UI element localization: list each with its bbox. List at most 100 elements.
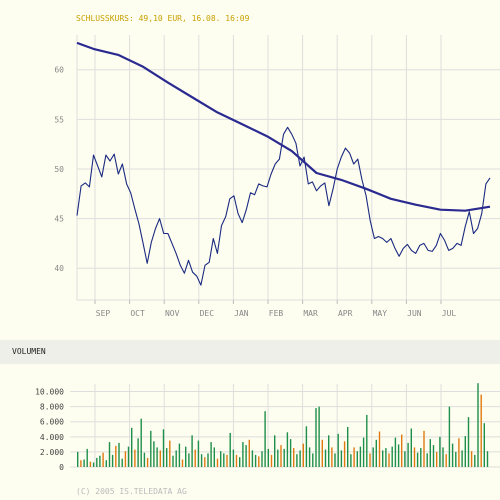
volume-bar bbox=[213, 447, 215, 467]
volume-y-tick-label: 4.000 bbox=[40, 433, 64, 442]
volume-bar bbox=[423, 430, 425, 467]
volume-bar bbox=[467, 417, 470, 467]
volume-bar bbox=[455, 451, 457, 467]
volume-bar bbox=[366, 414, 368, 467]
volume-bar bbox=[315, 408, 317, 467]
volume-section-band bbox=[0, 340, 500, 364]
volume-y-axis: 10.000 8.000 6.000 4.000 2.000 0 bbox=[35, 388, 64, 472]
volume-bar bbox=[321, 439, 323, 467]
volume-bar bbox=[153, 441, 155, 467]
volume-bar bbox=[102, 452, 104, 467]
price-x-tick-label: JUN bbox=[407, 309, 422, 318]
volume-bar bbox=[359, 446, 362, 467]
volume-bar bbox=[280, 445, 282, 467]
volume-bar bbox=[413, 447, 416, 467]
volume-bar bbox=[474, 454, 476, 467]
volume-bar bbox=[181, 459, 184, 467]
price-x-tick-label: APR bbox=[338, 309, 353, 318]
volume-bar bbox=[178, 443, 181, 467]
volume-bar bbox=[207, 453, 209, 467]
volume-bar bbox=[277, 449, 279, 467]
volume-bar bbox=[334, 453, 336, 467]
volume-bar bbox=[115, 445, 117, 467]
volume-bar bbox=[105, 460, 107, 467]
volume-bar bbox=[264, 411, 266, 467]
volume-bar bbox=[461, 450, 463, 467]
volume-bar bbox=[353, 447, 355, 467]
volume-bar bbox=[397, 444, 400, 467]
price-plot bbox=[76, 41, 491, 286]
volume-bar bbox=[407, 442, 409, 467]
price-x-tick-label: SEP bbox=[96, 309, 111, 318]
volume-bar bbox=[299, 450, 301, 467]
price-y-tick-label: 55 bbox=[54, 115, 64, 124]
volume-bar bbox=[445, 454, 447, 467]
volume-bar bbox=[242, 442, 244, 467]
volume-bar bbox=[436, 451, 438, 467]
volume-bar bbox=[96, 457, 98, 467]
volume-bar bbox=[340, 450, 343, 467]
volume-bar bbox=[416, 452, 419, 467]
volume-y-tick-label: 6.000 bbox=[40, 418, 64, 427]
volume-bar bbox=[137, 438, 139, 467]
price-x-tick-label: JUL bbox=[442, 309, 457, 318]
volume-bar bbox=[232, 449, 235, 467]
volume-bar bbox=[362, 437, 365, 467]
volume-bar bbox=[111, 454, 114, 467]
volume-bar bbox=[324, 449, 327, 467]
volume-bar bbox=[274, 435, 276, 467]
volume-bar bbox=[483, 423, 485, 467]
price-y-axis: 60 55 50 45 40 bbox=[54, 66, 64, 274]
volume-bars bbox=[77, 383, 489, 467]
volume-bar bbox=[200, 454, 203, 467]
volume-bar bbox=[86, 448, 88, 467]
volume-title: VOLUMEN bbox=[12, 347, 46, 356]
volume-bar bbox=[258, 456, 260, 467]
price-x-tick-label: FEB bbox=[269, 309, 284, 318]
volume-bar bbox=[146, 457, 149, 467]
volume-bar bbox=[318, 406, 320, 467]
volume-bar bbox=[308, 447, 311, 467]
volume-bar bbox=[121, 458, 123, 467]
volume-bar bbox=[293, 448, 295, 467]
price-x-tick-label: JAN bbox=[234, 309, 249, 318]
volume-bar bbox=[77, 451, 79, 467]
volume-bar bbox=[118, 442, 120, 467]
volume-bar bbox=[464, 436, 466, 467]
volume-bar bbox=[166, 448, 168, 467]
volume-bar bbox=[159, 450, 161, 467]
volume-bar bbox=[451, 443, 454, 467]
volume-bar bbox=[343, 441, 346, 467]
moving-average-line bbox=[76, 41, 491, 212]
volume-bar bbox=[92, 462, 95, 467]
volume-bar bbox=[80, 460, 82, 467]
volume-bar bbox=[150, 430, 152, 467]
volume-bar bbox=[216, 458, 219, 467]
volume-bar bbox=[350, 454, 352, 467]
volume-bar bbox=[83, 459, 85, 467]
volume-bar bbox=[245, 445, 247, 467]
volume-bar bbox=[162, 429, 165, 467]
volume-bar bbox=[131, 427, 133, 467]
volume-bar bbox=[191, 435, 193, 467]
volume-bar bbox=[401, 434, 403, 467]
volume-bar bbox=[261, 451, 263, 467]
volume-bar bbox=[197, 440, 200, 467]
volume-bar bbox=[372, 447, 374, 467]
volume-bar bbox=[175, 450, 177, 467]
volume-bar bbox=[248, 439, 250, 467]
volume-bar bbox=[267, 448, 269, 467]
volume-bar bbox=[426, 453, 428, 467]
price-x-axis: SEP OCT NOV DEC JAN FEB MAR APR MAY JUN JUL bbox=[94, 300, 457, 318]
volume-bar bbox=[210, 442, 212, 467]
volume-bar bbox=[296, 454, 298, 467]
volume-bar bbox=[305, 426, 308, 467]
volume-bar bbox=[331, 447, 333, 467]
volume-y-tick-label: 0 bbox=[59, 463, 64, 472]
price-y-tick-label: 40 bbox=[54, 264, 64, 273]
volume-bar bbox=[289, 439, 292, 467]
volume-bar bbox=[404, 451, 406, 467]
volume-bar bbox=[388, 453, 390, 467]
